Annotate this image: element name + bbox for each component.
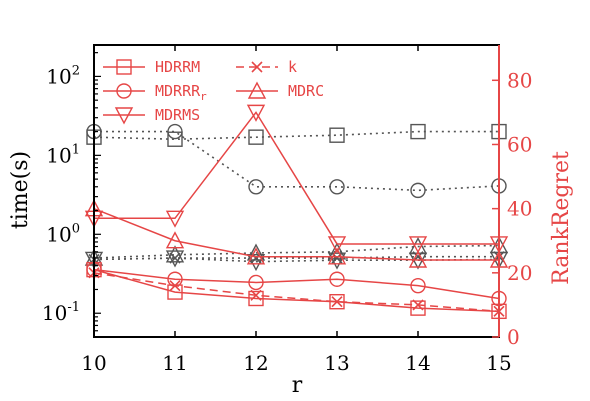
- legend-label: MDRRRr: [155, 82, 207, 103]
- x-tick-label: 14: [405, 351, 430, 375]
- legend: HDRRM k MDRRRr MDRC MDRMS: [103, 58, 324, 125]
- time-point: [169, 252, 181, 264]
- regret-point: [248, 274, 264, 291]
- y-left-tick-label: 101: [46, 142, 80, 167]
- regret-point: [327, 247, 347, 265]
- legend-label: MDRC: [288, 82, 324, 100]
- legend-marker: [247, 81, 267, 99]
- x-tick-label: 13: [324, 351, 349, 375]
- regret-series-line: [93, 207, 499, 261]
- regret-point: [327, 236, 347, 254]
- y-right-axis-title: RankRegret: [549, 151, 574, 285]
- y-left-axis-title: time(s): [8, 151, 33, 229]
- time-point: [410, 123, 426, 140]
- y-right-tick-label: 20: [507, 261, 532, 285]
- legend-label: HDRRM: [155, 58, 200, 76]
- time-point: [246, 243, 266, 261]
- legend-label: k: [288, 58, 297, 76]
- regret-point: [167, 271, 183, 287]
- x-axis-title: r: [292, 373, 303, 398]
- regret-point: [246, 104, 266, 122]
- x-tick-label: 15: [486, 351, 511, 375]
- time-series-line: [93, 244, 500, 259]
- y-right-tick-label: 0: [507, 325, 520, 349]
- time-point: [167, 131, 183, 147]
- time-series-line: [93, 130, 499, 141]
- x-tick-label: 12: [243, 351, 268, 375]
- regret-point: [408, 236, 428, 254]
- regret-point: [165, 210, 185, 228]
- time-series-line: [93, 255, 499, 261]
- legend-marker: [251, 61, 263, 73]
- chart-marks: [84, 104, 509, 320]
- legend-marker: [116, 83, 132, 99]
- y-right-tick-label: 80: [507, 68, 532, 92]
- time-series-line: [94, 130, 500, 192]
- regret-point: [246, 247, 266, 265]
- legend-marker: [114, 107, 134, 125]
- regret-point: [248, 290, 264, 307]
- regret-series-line: [94, 111, 499, 245]
- x-tick-label: 10: [81, 351, 106, 375]
- regret-series-line: [93, 268, 500, 313]
- time-point: [410, 182, 426, 199]
- time-point: [167, 123, 183, 140]
- regret-point: [410, 277, 426, 294]
- y-left-tick-label: 102: [46, 63, 80, 88]
- legend-marker: [116, 59, 132, 75]
- time-point: [329, 179, 345, 195]
- regret-point: [329, 271, 345, 287]
- time-point: [248, 179, 264, 195]
- time-point: [248, 129, 264, 145]
- y-left-tick-label: 10-1: [42, 300, 80, 325]
- legend-label: MDRMS: [155, 106, 200, 124]
- regret-point: [408, 250, 428, 268]
- regret-series-line: [93, 272, 500, 313]
- regret-point: [410, 300, 426, 316]
- regret-point: [331, 296, 343, 308]
- y-right-tick-label: 60: [507, 132, 532, 156]
- x-tick-label: 11: [162, 351, 187, 375]
- regret-point: [412, 299, 424, 311]
- y-right-tick-label: 40: [507, 197, 532, 221]
- regret-series-line: [93, 268, 500, 300]
- regret-point: [165, 231, 185, 249]
- y-left-tick-label: 100: [46, 221, 80, 246]
- regret-point: [250, 289, 262, 301]
- time-point: [329, 127, 345, 143]
